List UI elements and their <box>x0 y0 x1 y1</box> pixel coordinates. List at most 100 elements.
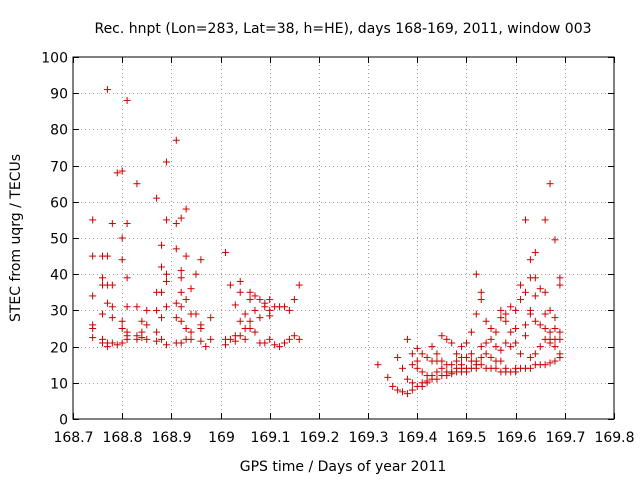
data-point <box>541 361 549 369</box>
y-tick-label: 40 <box>50 268 68 284</box>
data-point <box>551 357 559 365</box>
x-tick-label: 169.8 <box>594 430 634 446</box>
data-point <box>177 214 185 222</box>
data-point <box>162 277 170 285</box>
data-point <box>403 375 411 383</box>
data-point <box>177 317 185 325</box>
data-point <box>477 361 485 369</box>
data-point <box>512 339 520 347</box>
data-point <box>133 180 141 188</box>
data-point <box>443 372 451 380</box>
data-point <box>123 274 131 282</box>
data-point <box>526 256 534 264</box>
data-point <box>374 361 382 369</box>
data-point <box>531 274 539 282</box>
data-point <box>433 350 441 358</box>
data-point <box>462 353 470 361</box>
data-point <box>251 292 259 300</box>
data-point <box>177 303 185 311</box>
data-point <box>138 334 146 342</box>
data-point <box>99 310 107 318</box>
x-tick-label: 169.6 <box>496 430 536 446</box>
data-point <box>246 317 254 325</box>
data-point <box>143 321 151 329</box>
data-point <box>108 314 116 322</box>
data-point <box>236 332 244 340</box>
data-point <box>531 248 539 256</box>
data-point <box>438 357 446 365</box>
data-point <box>487 325 495 332</box>
y-tick-label: 60 <box>50 196 68 212</box>
data-point <box>285 335 293 343</box>
data-point <box>487 335 495 343</box>
data-point <box>197 325 205 332</box>
y-tick-label: 100 <box>41 51 68 67</box>
data-point <box>118 234 126 242</box>
data-point <box>103 299 111 307</box>
data-point <box>89 252 97 260</box>
data-point <box>512 325 520 332</box>
data-point <box>172 245 180 253</box>
data-point <box>541 288 549 296</box>
x-axis-label: GPS time / Days of year 2011 <box>240 459 447 475</box>
data-point <box>448 339 456 347</box>
data-point <box>261 303 269 311</box>
x-tick-label: 169.2 <box>299 430 339 446</box>
data-point <box>280 339 288 347</box>
data-point <box>123 335 131 343</box>
data-point <box>133 303 141 311</box>
y-tick-label: 10 <box>50 377 68 393</box>
data-point <box>462 368 470 376</box>
data-point <box>143 306 151 314</box>
data-point <box>497 306 505 314</box>
data-point <box>177 288 185 296</box>
data-point <box>118 339 126 347</box>
data-point <box>546 306 554 314</box>
data-point <box>497 357 505 365</box>
data-point <box>551 343 559 351</box>
data-point <box>246 296 254 304</box>
data-point <box>290 296 298 304</box>
data-point <box>187 335 195 343</box>
data-point <box>251 328 259 336</box>
data-point <box>408 361 416 369</box>
data-point <box>403 390 411 398</box>
data-point <box>221 248 229 256</box>
data-point <box>477 353 485 361</box>
data-point <box>285 306 293 314</box>
data-points <box>89 86 564 398</box>
data-point <box>556 274 564 282</box>
data-point <box>266 335 274 343</box>
data-point <box>133 335 141 343</box>
data-point <box>123 303 131 311</box>
data-point <box>487 353 495 361</box>
data-point <box>162 158 170 166</box>
x-tick-label: 169.5 <box>446 430 486 446</box>
data-point <box>182 205 190 213</box>
data-point <box>556 281 564 289</box>
data-point <box>295 281 303 289</box>
data-point <box>118 167 126 175</box>
data-point <box>182 252 190 260</box>
data-point <box>261 339 269 347</box>
data-point <box>138 317 146 325</box>
data-point <box>236 277 244 285</box>
data-point <box>453 350 461 358</box>
data-point <box>162 303 170 311</box>
x-tick-labels: 168.7 168.8 168.9 169 169.1 169.2 169.3 169.4 16… <box>53 430 634 446</box>
data-point <box>226 335 234 343</box>
data-point <box>521 332 529 340</box>
data-point <box>428 343 436 351</box>
data-point <box>271 341 279 349</box>
data-point <box>89 325 97 332</box>
data-point <box>551 236 559 244</box>
data-point <box>531 350 539 358</box>
data-point <box>241 335 249 343</box>
data-point <box>497 346 505 354</box>
chart-title: Rec. hnpt (Lon=283, Lat=38, h=HE), days … <box>94 21 591 37</box>
data-point <box>290 332 298 340</box>
grid-lines <box>73 57 614 419</box>
data-point <box>158 263 166 271</box>
data-point <box>526 353 534 361</box>
